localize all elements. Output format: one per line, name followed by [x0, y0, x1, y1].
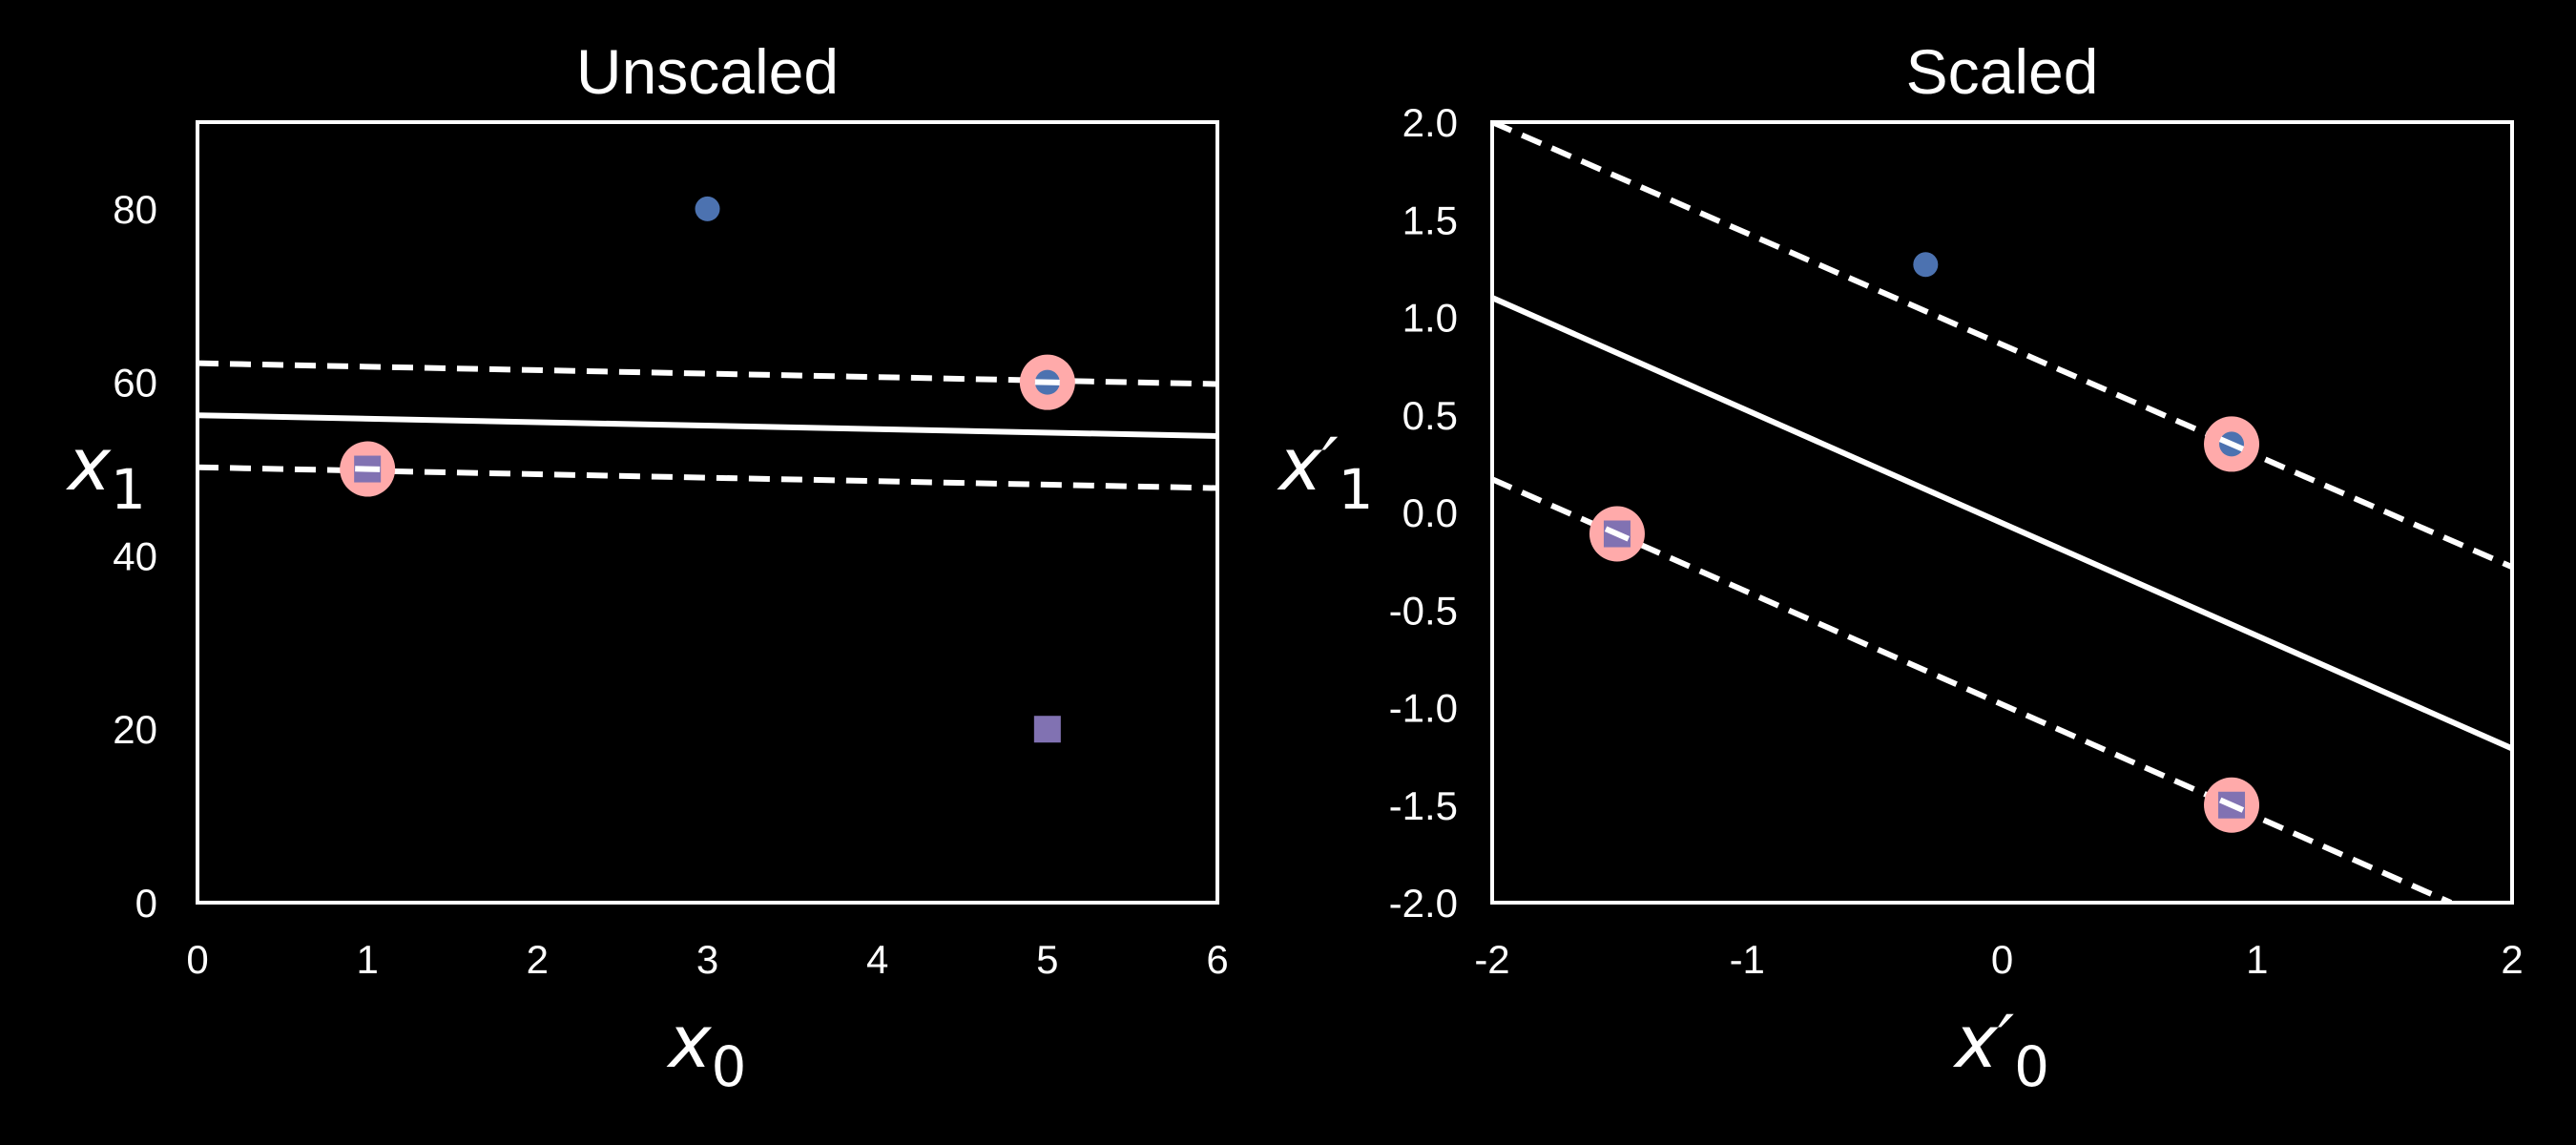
chart-title: Unscaled: [576, 36, 839, 107]
x-tick-label: 0: [1991, 937, 2013, 982]
x-tick-label: 2: [527, 937, 549, 982]
chart-title: Scaled: [1906, 36, 2099, 107]
y-axis-label: x1: [66, 422, 146, 522]
y-tick-label: 0.0: [1402, 490, 1458, 535]
y-tick-label: 20: [113, 707, 157, 752]
x-axis-label-main: x′: [1953, 999, 2014, 1084]
y-axis-label-subscript: 1: [1339, 457, 1374, 522]
axes-frame: [196, 120, 1219, 905]
x-tick-label: -1: [1730, 937, 1765, 982]
y-tick-label: 60: [113, 361, 157, 406]
y-axis-label-main: x′: [1277, 422, 1338, 507]
x-tick-label: 1: [2246, 937, 2268, 982]
x-axis-label-subscript: 0: [2014, 1034, 2049, 1099]
margin-line-overlay: [1034, 379, 1060, 385]
y-tick-label: 40: [113, 533, 157, 578]
y-tick-label: 1.5: [1402, 198, 1458, 242]
y-axis-label: x′1: [1277, 422, 1373, 522]
decision-boundary-line: [1492, 295, 2512, 752]
plot-area: [197, 196, 1217, 743]
y-tick-label: -0.5: [1389, 588, 1458, 633]
axes-frame: [1490, 120, 2514, 905]
y-axis-label-subscript: 1: [111, 457, 146, 522]
y-tick-label: 0.5: [1402, 393, 1458, 438]
x-axis-label: x0: [667, 999, 747, 1099]
x-tick-label: 6: [1206, 937, 1228, 982]
chart-panel-1: Scaled -2 -1 0 1 2 2.0 1.5 1.0 0.5 0.0 -0.5 -1.0 -1.5…: [1277, 36, 2523, 1099]
x-axis-label-main: x: [667, 999, 713, 1084]
margin-line-overlay: [355, 466, 381, 472]
x-tick-label: 4: [866, 937, 888, 982]
y-tick-label: 1.0: [1402, 296, 1458, 341]
x-tick-label: 5: [1036, 937, 1058, 982]
x-tick-label: 1: [356, 937, 378, 982]
y-axis-label-main: x: [66, 422, 112, 507]
y-tick-label: -2.0: [1389, 881, 1458, 926]
y-tick-label: 2.0: [1402, 100, 1458, 145]
plot-area: [1492, 122, 2512, 903]
decision-boundary-line: [197, 412, 1217, 440]
margin-line-overlay: [1604, 526, 1631, 542]
margin-line-overlay: [2218, 436, 2245, 452]
x-axis-label-subscript: 0: [712, 1034, 747, 1099]
y-tick-label: -1.5: [1389, 783, 1458, 828]
data-point-square: [1033, 716, 1061, 743]
data-point-circle: [1913, 252, 1939, 278]
margin-line: [1492, 122, 2512, 571]
y-tick-label: 0: [135, 881, 157, 926]
margin-line-overlay: [2218, 797, 2245, 813]
data-point-circle: [695, 196, 720, 221]
x-axis-label: x′0: [1953, 999, 2049, 1099]
y-tick-label: 80: [113, 187, 157, 232]
x-tick-label: 0: [186, 937, 208, 982]
x-tick-label: 2: [2501, 937, 2523, 982]
x-tick-label: -2: [1474, 937, 1509, 982]
x-tick-label: 3: [696, 937, 718, 982]
y-tick-label: -1.0: [1389, 686, 1458, 731]
margin-line: [1492, 476, 2453, 903]
